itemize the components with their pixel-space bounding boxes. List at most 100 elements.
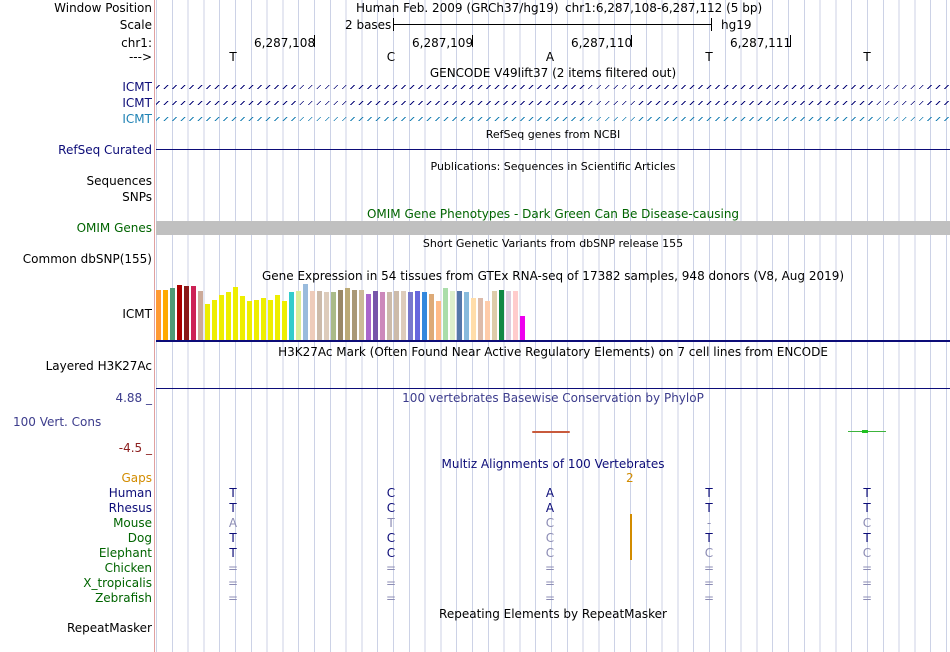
gtex-tissue-bar[interactable] [303, 284, 308, 340]
gtex-tissue-bar[interactable] [317, 291, 322, 340]
gtex-tissue-bar[interactable] [387, 292, 392, 340]
reference-base: T [229, 50, 237, 64]
gtex-track-title[interactable]: Gene Expression in 54 tissues from GTEx … [261, 269, 845, 283]
gtex-tissue-bar[interactable] [212, 300, 217, 340]
gtex-tissue-bar[interactable] [485, 301, 490, 340]
gtex-tissue-bar[interactable] [205, 304, 210, 340]
gtex-tissue-bar[interactable] [163, 290, 168, 340]
gtex-tissue-bar[interactable] [156, 290, 161, 340]
species-label[interactable]: Chicken [104, 561, 152, 575]
phylop-label[interactable]: 100 Vert. Cons [13, 415, 102, 429]
gtex-tissue-bar[interactable] [247, 301, 252, 340]
gtex-tissue-bar[interactable] [177, 285, 182, 340]
species-label[interactable]: Zebrafish [95, 591, 152, 605]
gencode-icmt-transcript-3[interactable] [156, 117, 950, 121]
gtex-tissue-bar[interactable] [478, 298, 483, 340]
gtex-tissue-bar[interactable] [261, 298, 266, 340]
gtex-tissue-bar[interactable] [282, 301, 287, 340]
species-label[interactable]: X_tropicalis [83, 576, 152, 590]
gtex-tissue-bar[interactable] [296, 291, 301, 340]
gtex-tissue-bar[interactable] [520, 316, 525, 340]
position-text[interactable]: chr1:6,287,108-6,287,112 (5 bp) [565, 1, 763, 15]
species-base: = [703, 591, 715, 605]
species-label[interactable]: Elephant [98, 546, 152, 560]
gtex-tissue-bar[interactable] [415, 291, 420, 340]
omim-gene-bar[interactable] [156, 221, 950, 235]
gtex-tissue-bar[interactable] [219, 295, 224, 340]
gtex-tissue-bar[interactable] [422, 292, 427, 340]
species-base: T [705, 486, 713, 500]
repeatmasker-track-title[interactable]: Repeating Elements by RepeatMasker [439, 607, 667, 621]
species-base: T [705, 531, 713, 545]
gtex-tissue-bar[interactable] [457, 291, 462, 340]
gtex-tissue-bar[interactable] [408, 292, 413, 340]
gtex-tissue-bar[interactable] [394, 291, 399, 340]
gaps-label: Gaps [121, 471, 152, 485]
gtex-tissue-bar[interactable] [373, 291, 378, 340]
gtex-tissue-bar[interactable] [198, 291, 203, 340]
phylop-track-title[interactable]: 100 vertebrates Basewise Conservation by… [402, 391, 704, 405]
gtex-tissue-bar[interactable] [359, 290, 364, 340]
gencode-track-title[interactable]: GENCODE V49lift37 (2 items filtered out) [429, 66, 677, 80]
gtex-tissue-bar[interactable] [436, 301, 441, 340]
omim-track-title[interactable]: OMIM Gene Phenotypes - Dark Green Can Be… [366, 207, 740, 221]
gencode-icmt-transcript-2[interactable] [156, 101, 950, 105]
gtex-tissue-bar[interactable] [226, 292, 231, 340]
species-base: = [227, 561, 239, 575]
species-label[interactable]: Mouse [113, 516, 152, 530]
gtex-tissue-bar[interactable] [268, 300, 273, 340]
gencode-icmt-transcript-1[interactable] [156, 85, 950, 89]
gtex-tissue-bar[interactable] [170, 288, 175, 340]
gtex-tissue-bar[interactable] [233, 287, 238, 340]
gtex-tissue-bar[interactable] [331, 292, 336, 340]
refseq-track-title[interactable]: RefSeq genes from NCBI [485, 128, 621, 141]
gtex-tissue-bar[interactable] [429, 294, 434, 340]
gtex-tissue-bar[interactable] [254, 300, 259, 340]
gtex-tissue-bar[interactable] [324, 292, 329, 340]
gtex-tissue-bar[interactable] [471, 298, 476, 340]
species-label[interactable]: Dog [127, 531, 152, 545]
dbsnp-track-title[interactable]: Short Genetic Variants from dbSNP releas… [422, 237, 684, 250]
gtex-icmt-label[interactable]: ICMT [122, 307, 152, 321]
gtex-tissue-bar[interactable] [352, 290, 357, 340]
gtex-tissue-bar[interactable] [289, 292, 294, 340]
reference-base: A [545, 50, 555, 64]
gencode-icmt-label-2[interactable]: ICMT [122, 96, 152, 110]
gtex-tissue-bar[interactable] [275, 295, 280, 340]
species-label[interactable]: Rhesus [108, 501, 152, 515]
gtex-tissue-bar[interactable] [450, 291, 455, 340]
gtex-tissue-bar[interactable] [345, 288, 350, 340]
gtex-tissue-bar[interactable] [184, 286, 189, 340]
gtex-tissue-bar[interactable] [443, 288, 448, 340]
refseq-curated-label[interactable]: RefSeq Curated [58, 143, 152, 157]
gtex-tissue-bar[interactable] [338, 290, 343, 340]
dbsnp-label[interactable]: Common dbSNP(155) [22, 252, 152, 266]
species-base: C [862, 516, 872, 530]
gtex-tissue-bar[interactable] [513, 291, 518, 340]
publications-track-title[interactable]: Publications: Sequences in Scientific Ar… [430, 160, 676, 173]
h3k27ac-track-title[interactable]: H3K27Ac Mark (Often Found Near Active Re… [278, 345, 828, 359]
gtex-tissue-bar[interactable] [506, 291, 511, 340]
species-label[interactable]: Human [108, 486, 152, 500]
gtex-tissue-bar[interactable] [499, 290, 504, 340]
gencode-icmt-label-1[interactable]: ICMT [122, 80, 152, 94]
gtex-tissue-bar[interactable] [492, 291, 497, 340]
gtex-tissue-bar[interactable] [401, 291, 406, 340]
multiz-track-title[interactable]: Multiz Alignments of 100 Vertebrates [441, 457, 665, 471]
coordinate-tick [472, 35, 473, 47]
gencode-icmt-label-3[interactable]: ICMT [122, 112, 152, 126]
refseq-curated-line[interactable] [156, 149, 950, 150]
repeatmasker-label[interactable]: RepeatMasker [66, 621, 152, 635]
gtex-tissue-bar[interactable] [240, 296, 245, 340]
gtex-baseline [156, 340, 950, 342]
h3k27ac-label[interactable]: Layered H3K27Ac [45, 359, 152, 373]
gtex-tissue-bar[interactable] [366, 294, 371, 340]
species-base: = [227, 591, 239, 605]
gtex-tissue-bar[interactable] [191, 286, 196, 340]
omim-genes-label[interactable]: OMIM Genes [76, 221, 152, 235]
species-base: = [544, 561, 556, 575]
gtex-tissue-bar[interactable] [310, 291, 315, 340]
gtex-tissue-bar[interactable] [380, 292, 385, 340]
gtex-tissue-bar[interactable] [464, 292, 469, 340]
h3k27ac-baseline [156, 388, 950, 389]
